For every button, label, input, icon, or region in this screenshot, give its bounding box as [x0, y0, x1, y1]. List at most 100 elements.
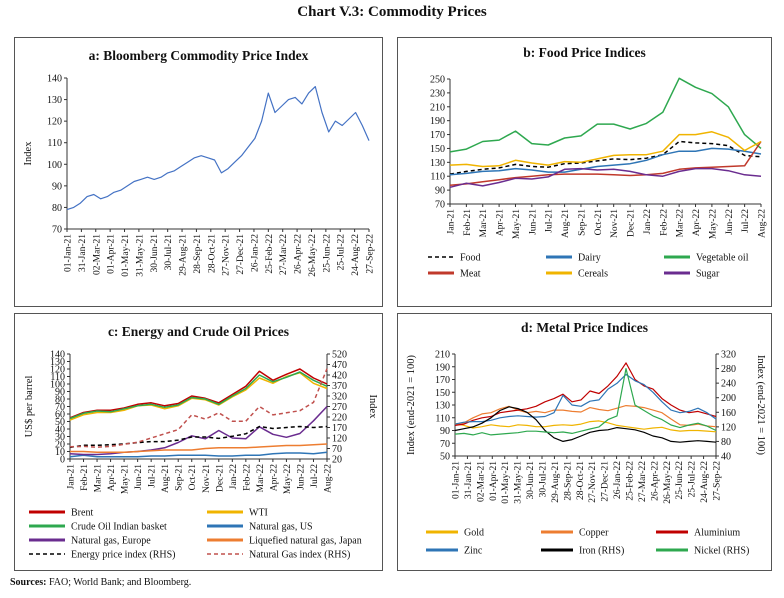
- y-tick-label: 50: [55, 417, 65, 428]
- x-tick-label: 26-Jan-22: [250, 234, 260, 272]
- x-tick-label: 27-Mar-22: [638, 461, 648, 502]
- source-label: Sources:: [10, 577, 47, 588]
- y-tick-label-right: 320: [332, 392, 347, 403]
- x-tick-label: May-21: [512, 209, 522, 239]
- y-tick-label: 50: [440, 452, 450, 463]
- x-tick-label: 27-Dec-21: [236, 234, 246, 275]
- x-tick-label: Jun-21: [134, 464, 144, 490]
- panel-b: b: Food Price Indices 70 90 110 130 150 170 19…: [397, 37, 772, 307]
- panel-d: d: Metal Price Indices 50 70 90 110 130 150 17…: [397, 313, 772, 571]
- y-tick-label: 110: [50, 372, 65, 383]
- y-tick-label-right: 120: [332, 434, 347, 445]
- y-tick-label: 150: [430, 144, 445, 155]
- y-axis-title-right: Index (end-2021 = 100): [755, 355, 766, 456]
- y-tick-label: 190: [430, 116, 445, 127]
- y-tick-label: 170: [435, 375, 450, 386]
- x-tick-label: Jan-21: [67, 464, 77, 490]
- x-tick-label: 25-Jul-22: [337, 234, 347, 271]
- x-tick-label: 24-Aug-22: [700, 461, 710, 503]
- y-tick-label: 100: [47, 160, 62, 171]
- x-tick-label: 25-Feb-22: [626, 461, 636, 501]
- x-tick-label: 31-Jan-21: [464, 461, 474, 499]
- series-cereals: [449, 131, 762, 168]
- y-tick-label: 70: [55, 402, 65, 413]
- chart-metals: 5070901101301501701902104080120160200240…: [406, 350, 766, 557]
- y-tick-label: 90: [52, 181, 62, 192]
- x-tick-label: Oct-21: [188, 464, 198, 491]
- x-tick-label: 28-Oct-21: [576, 461, 586, 500]
- x-tick-label: 30-Jul-21: [539, 461, 549, 498]
- y-tick-label-right: 220: [332, 413, 347, 424]
- x-tick-label: 01-Apr-21: [107, 234, 117, 274]
- legend-label-liquefied-natural-gas-japan: Liquefied natural gas, Japan: [249, 536, 362, 547]
- x-tick-label: 26-Apr-22: [650, 461, 660, 501]
- x-tick-label: Mar-22: [256, 464, 266, 493]
- y-tick-label-right: 370: [332, 381, 347, 392]
- x-tick-label: 27-Nov-21: [222, 234, 232, 276]
- x-tick-label: 30-Jul-21: [164, 234, 174, 271]
- series-liquefied-natural-gas-japan: [70, 443, 328, 454]
- x-tick-label: Jan-22: [229, 464, 239, 490]
- legend-label-wti: WTI: [249, 508, 268, 519]
- x-tick-label: 27-Mar-22: [279, 234, 289, 275]
- x-tick-label: 01-May-21: [121, 234, 131, 277]
- x-tick-label: 28-Oct-21: [207, 234, 217, 273]
- y-tick-label: 10: [55, 447, 65, 458]
- y-tick-label-right: 170: [332, 423, 347, 434]
- x-tick-label: Mar-21: [479, 209, 489, 238]
- legend-label-sugar: Sugar: [696, 269, 720, 280]
- x-tick-label: 30-Jun-21: [526, 461, 536, 500]
- y-tick-label-right: 120: [721, 422, 736, 433]
- x-tick-label: Dec-21: [627, 209, 637, 237]
- series-natural-gas-us: [69, 451, 328, 458]
- y-tick-label: 40: [55, 425, 65, 436]
- x-tick-label: Mar-22: [676, 209, 686, 238]
- x-tick-label: 29-Aug-21: [551, 461, 561, 503]
- legend-label-nickel-rhs: Nickel (RHS): [694, 546, 749, 557]
- y-tick-label: 80: [52, 203, 62, 214]
- x-tick-label: 25-Feb-22: [265, 234, 275, 274]
- legend-label-aluminium: Aluminium: [694, 528, 740, 539]
- x-tick-label: Apr-22: [692, 209, 702, 236]
- series-dairy: [449, 147, 762, 176]
- legend-label-food: Food: [460, 253, 481, 264]
- x-tick-label: Aug-22: [324, 464, 334, 493]
- y-tick-label: 210: [430, 102, 445, 113]
- x-tick-label: 27-Nov-21: [588, 461, 598, 503]
- legend-label-dairy: Dairy: [578, 253, 601, 264]
- y-axis-title: Index: [23, 141, 34, 166]
- y-tick-label: 230: [430, 88, 445, 99]
- x-tick-label: Jul-22: [310, 464, 320, 488]
- x-tick-label: 02-Mar-21: [476, 461, 486, 502]
- series-copper: [454, 404, 717, 428]
- series-natural-gas-index-rhs: [69, 368, 328, 448]
- x-tick-label: Oct-21: [594, 209, 604, 236]
- y-tick-label-right: 280: [721, 364, 736, 375]
- x-tick-label: 27-Sep-22: [713, 461, 723, 501]
- x-tick-label: 27-Dec-21: [601, 461, 611, 502]
- x-tick-label: Dec-21: [215, 464, 225, 492]
- panel-c: c: Energy and Crude Oil Prices 0 10 20 30 40…: [14, 313, 383, 571]
- y-tick-label-right: 470: [332, 360, 347, 371]
- legend-label-natural-gas-us: Natural gas, US: [249, 522, 313, 533]
- x-tick-label: Aug-21: [161, 464, 171, 493]
- series-vegetable-oil: [449, 77, 762, 153]
- x-tick-label: Jul-21: [148, 464, 158, 488]
- series-natural-gas-europe: [69, 405, 328, 456]
- x-tick-label: 02-Mar-21: [92, 234, 102, 275]
- x-tick-label: Jun-22: [296, 464, 306, 490]
- y-tick-label: 70: [435, 200, 445, 211]
- x-tick-label: 29-Aug-21: [179, 234, 189, 276]
- x-tick-label: Apr-21: [107, 464, 117, 491]
- series-nickel-rhs: [454, 367, 717, 436]
- y-tick-label-right: 320: [721, 350, 736, 361]
- y-tick-label: 110: [430, 172, 445, 183]
- x-tick-label: Feb-22: [659, 209, 669, 236]
- panel-b-title: b: Food Price Indices: [523, 45, 646, 60]
- series-iron-rhs: [454, 406, 717, 443]
- y-tick-label: 140: [50, 350, 65, 361]
- x-tick-label: 24-Aug-22: [351, 234, 361, 276]
- page-title: Chart V.3: Commodity Prices: [297, 4, 487, 20]
- x-tick-label: Mar-21: [94, 464, 104, 493]
- y-tick-label: 130: [50, 357, 65, 368]
